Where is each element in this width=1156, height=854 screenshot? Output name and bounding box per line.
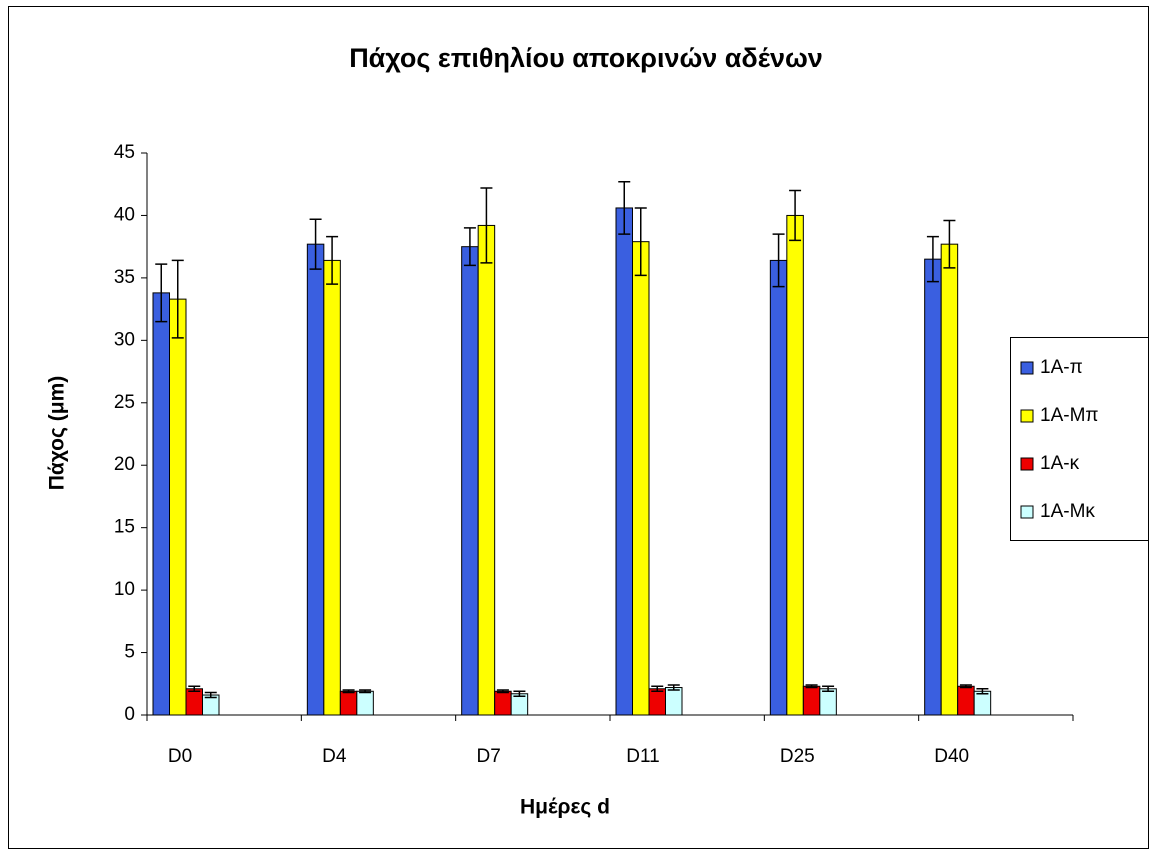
error-bar bbox=[822, 685, 835, 693]
error-bar bbox=[188, 685, 201, 693]
y-tick-label: 5 bbox=[124, 642, 135, 663]
bar bbox=[973, 690, 992, 716]
error-bar bbox=[309, 218, 322, 270]
error-bar bbox=[926, 235, 939, 283]
bar bbox=[648, 688, 666, 716]
error-bar bbox=[513, 690, 526, 698]
bar bbox=[957, 685, 975, 716]
y-tick-label: 45 bbox=[114, 142, 135, 163]
legend-label: 1A-π bbox=[1040, 357, 1083, 378]
error-bar bbox=[359, 689, 372, 694]
error-bar bbox=[943, 219, 956, 269]
error-bar bbox=[480, 187, 493, 264]
bar bbox=[632, 241, 650, 716]
y-tick-label: 25 bbox=[114, 392, 135, 413]
x-tick-label: D0 bbox=[168, 746, 192, 767]
error-bar bbox=[463, 227, 476, 267]
bar bbox=[185, 688, 203, 716]
error-bar bbox=[667, 684, 680, 691]
y-tick-label: 0 bbox=[124, 704, 135, 725]
bar bbox=[356, 690, 374, 716]
y-axis-title: Πάχος (μm) bbox=[46, 376, 69, 491]
legend-label: 1A-Μπ bbox=[1040, 405, 1099, 426]
x-tick-label: D40 bbox=[934, 746, 969, 767]
bar bbox=[665, 687, 683, 716]
error-bar bbox=[496, 689, 509, 694]
chart-title: Πάχος επιθηλίου αποκρινών αδένων bbox=[349, 43, 823, 73]
error-bar bbox=[634, 207, 647, 277]
error-bar bbox=[959, 684, 972, 689]
error-bar bbox=[789, 189, 802, 242]
x-tick-label: D7 bbox=[477, 746, 501, 767]
y-tick-label: 15 bbox=[114, 517, 135, 538]
bar bbox=[786, 214, 804, 716]
bar bbox=[152, 292, 170, 716]
y-tick-label: 10 bbox=[114, 579, 135, 600]
bar bbox=[339, 690, 358, 716]
y-tick-label: 20 bbox=[114, 454, 135, 475]
bar bbox=[940, 243, 959, 716]
bar bbox=[494, 690, 512, 716]
legend-label: 1A-Μκ bbox=[1040, 501, 1095, 522]
bar bbox=[615, 207, 633, 716]
y-tick-label: 35 bbox=[114, 267, 135, 288]
error-bar bbox=[976, 688, 989, 695]
legend-label: 1A-κ bbox=[1040, 453, 1080, 474]
error-bar bbox=[204, 691, 217, 699]
x-tick-label: D4 bbox=[322, 746, 347, 767]
x-axis-title: Ημέρες d bbox=[520, 796, 610, 819]
error-bar bbox=[342, 689, 355, 694]
error-bar bbox=[618, 180, 631, 235]
y-tick-label: 30 bbox=[114, 329, 135, 350]
error-bar bbox=[772, 233, 785, 288]
legend-swatch bbox=[1020, 409, 1034, 423]
bar bbox=[461, 246, 479, 716]
bar bbox=[769, 259, 788, 716]
bar bbox=[323, 259, 341, 716]
legend-swatch bbox=[1020, 505, 1034, 519]
x-tick-label: D25 bbox=[780, 746, 815, 767]
bar bbox=[819, 688, 837, 716]
bar bbox=[477, 224, 496, 716]
error-bar bbox=[805, 684, 818, 689]
bar bbox=[306, 243, 325, 716]
bar bbox=[169, 298, 187, 716]
error-bar bbox=[651, 685, 664, 693]
x-tick-label: D11 bbox=[626, 746, 659, 767]
y-tick-label: 40 bbox=[114, 204, 135, 225]
bar bbox=[924, 258, 942, 716]
error-bar bbox=[171, 259, 184, 339]
bar bbox=[802, 685, 821, 716]
legend-swatch bbox=[1020, 457, 1034, 471]
error-bar bbox=[155, 263, 168, 323]
error-bar bbox=[326, 235, 339, 285]
legend-swatch bbox=[1020, 361, 1034, 375]
